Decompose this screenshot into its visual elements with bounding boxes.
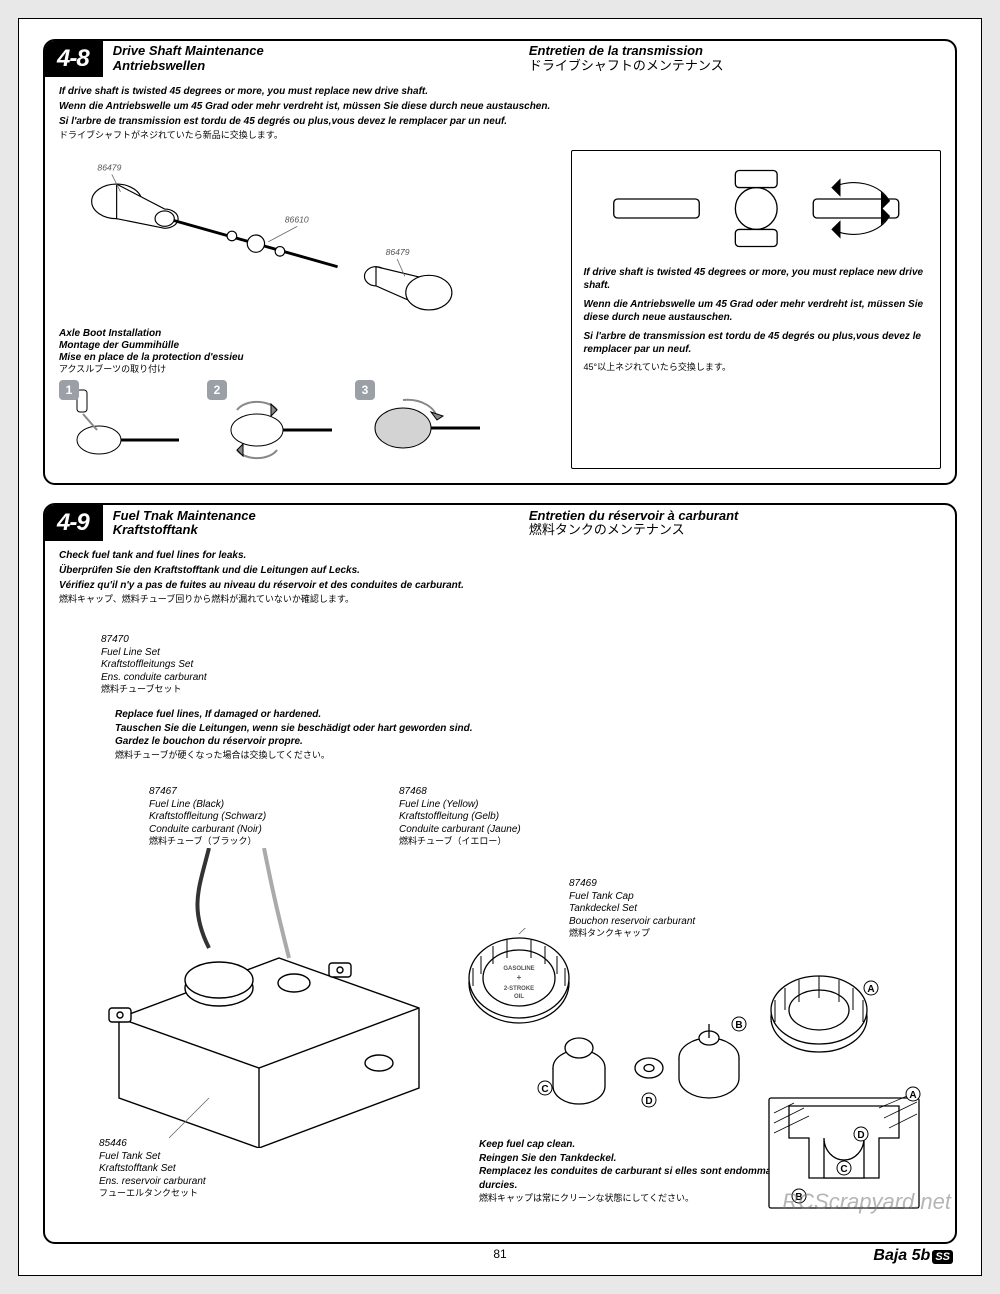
drive-shaft-diagram-area: 86479 86610 86479 Axle Boot Installation… <box>59 150 559 470</box>
universal-joint-svg <box>584 161 928 256</box>
pn-87467: 87467 <box>149 786 266 799</box>
box-fr: Si l'arbre de transmission est tordu de … <box>584 330 928 356</box>
axle-boot-label: Axle Boot Installation Montage der Gummi… <box>59 328 559 375</box>
intro-de: Wenn die Antriebswelle um 45 Grad oder m… <box>59 100 941 113</box>
section-4-8-header: 4-8 Drive Shaft Maintenance Antriebswell… <box>45 41 955 77</box>
jp-85446: フューエルタンクセット <box>99 1188 206 1199</box>
label-87470: 87470 Fuel Line Set Kraftstoffleitungs S… <box>101 634 207 695</box>
de-85446: Kraftstofftank Set <box>99 1163 206 1176</box>
axle-fr: Mise en place de la protection d'essieu <box>59 352 559 364</box>
letter-c: C <box>541 1084 548 1095</box>
intro49-jp: 燃料キャップ、燃料チューブ回りから燃料が漏れていないか確認します。 <box>59 594 941 606</box>
part-86610: 86610 <box>285 214 309 224</box>
en-87468: Fuel Line (Yellow) <box>399 799 521 812</box>
letter-a: A <box>867 984 874 995</box>
en-87469: Fuel Tank Cap <box>569 891 695 904</box>
intro-fr: Si l'arbre de transmission est tordu de … <box>59 115 941 128</box>
box-de: Wenn die Antriebswelle um 45 Grad oder m… <box>584 298 928 324</box>
fr-87470: Ens. conduite carburant <box>101 672 207 685</box>
pn-87470: 87470 <box>101 634 207 647</box>
twist-warning-box: If drive shaft is twisted 45 degrees or … <box>571 150 941 470</box>
title-fr: Entretien de la transmission <box>529 43 703 58</box>
fr-87468: Conduite carburant (Jaune) <box>399 824 521 837</box>
en-85446: Fuel Tank Set <box>99 1151 206 1164</box>
intro49-de: Überprüfen Sie den Kraftstofftank und di… <box>59 564 941 577</box>
cap-exploded-svg: C D B A B C A <box>519 938 939 1218</box>
title-jp: ドライブシャフトのメンテナンス <box>529 58 724 73</box>
step-2-num: 2 <box>207 380 227 400</box>
en-87467: Fuel Line (Black) <box>149 799 266 812</box>
intro49-en: Check fuel tank and fuel lines for leaks… <box>59 549 941 562</box>
fuel-tank-svg <box>79 848 459 1148</box>
intro49-fr: Vérifiez qu'il n'y a pas de fuites au ni… <box>59 579 941 592</box>
boot-install-steps: 1 2 <box>59 380 559 469</box>
de-87470: Kraftstoffleitungs Set <box>101 659 207 672</box>
jp-87470: 燃料チューブセット <box>101 684 207 695</box>
label-87467: 87467 Fuel Line (Black) Kraftstoffleitun… <box>149 786 266 847</box>
step-3: 3 <box>355 380 485 469</box>
logo-text: Baja 5b <box>873 1247 930 1264</box>
jp-87467: 燃料チューブ（ブラック） <box>149 836 266 847</box>
step-number-4-8: 4-8 <box>45 41 103 77</box>
drive-shaft-svg: 86479 86610 86479 <box>59 150 559 320</box>
section-4-8-body: If drive shaft is twisted 45 degrees or … <box>45 77 955 483</box>
intro-jp: ドライブシャフトがネジれていたら新品に交換します。 <box>59 130 941 142</box>
page-number: 81 <box>19 1247 981 1261</box>
step-3-num: 3 <box>355 380 375 400</box>
title-de: Antriebswellen <box>113 58 205 73</box>
title49-jp: 燃料タンクのメンテナンス <box>529 522 685 537</box>
title49-en: Fuel Tnak Maintenance <box>113 508 256 523</box>
part-86479-b: 86479 <box>386 247 410 257</box>
section-4-9-header: 4-9 Fuel Tnak Maintenance Kraftstofftank… <box>45 505 955 541</box>
fr-87467: Conduite carburant (Noir) <box>149 824 266 837</box>
axle-en: Axle Boot Installation <box>59 328 559 340</box>
note-replace-fr: Gardez le bouchon du réservoir propre. <box>115 735 615 749</box>
note-replace-en: Replace fuel lines, If damaged or harden… <box>115 708 615 722</box>
step-1: 1 <box>59 380 189 469</box>
title-en: Drive Shaft Maintenance <box>113 43 264 58</box>
section-4-9: 4-9 Fuel Tnak Maintenance Kraftstofftank… <box>43 503 957 1244</box>
sec-letter-d: D <box>857 1130 864 1141</box>
section-4-9-titles: Fuel Tnak Maintenance Kraftstofftank Ent… <box>103 505 955 541</box>
note-replace-jp: 燃料チューブが硬くなった場合は交換してください。 <box>115 749 615 761</box>
sec-letter-b: B <box>795 1192 802 1203</box>
logo-suffix: SS <box>932 1250 953 1264</box>
title49-fr: Entretien du réservoir à carburant <box>529 508 739 523</box>
sec-letter-c: C <box>840 1164 847 1175</box>
axle-jp: アクスルブーツの取り付け <box>59 364 559 375</box>
note-replace: Replace fuel lines, If damaged or harden… <box>115 708 615 761</box>
product-logo: Baja 5bSS <box>873 1247 953 1265</box>
title49-de: Kraftstofftank <box>113 522 198 537</box>
intro-en: If drive shaft is twisted 45 degrees or … <box>59 85 941 98</box>
sec-letter-a: A <box>909 1090 916 1101</box>
note-replace-de: Tauschen Sie die Leitungen, wenn sie bes… <box>115 722 615 736</box>
letter-b: B <box>735 1020 742 1031</box>
pn-87468: 87468 <box>399 786 521 799</box>
axle-de: Montage der Gummihülle <box>59 340 559 352</box>
fr-87469: Bouchon reservoir carburant <box>569 916 695 929</box>
section-4-9-body: Check fuel tank and fuel lines for leaks… <box>45 541 955 1242</box>
section-4-8-titles: Drive Shaft Maintenance Antriebswellen E… <box>103 41 955 77</box>
label-87469: 87469 Fuel Tank Cap Tankdeckel Set Bouch… <box>569 878 695 939</box>
en-87470: Fuel Line Set <box>101 647 207 660</box>
step-1-num: 1 <box>59 380 79 400</box>
section-4-8: 4-8 Drive Shaft Maintenance Antriebswell… <box>43 39 957 485</box>
step-number-4-9: 4-9 <box>45 505 103 541</box>
box-en: If drive shaft is twisted 45 degrees or … <box>584 266 928 292</box>
label-87468: 87468 Fuel Line (Yellow) Kraftstoffleitu… <box>399 786 521 847</box>
letter-d: D <box>645 1096 652 1107</box>
step-2: 2 <box>207 380 337 469</box>
box-jp: 45°以上ネジれていたら交換します。 <box>584 362 928 374</box>
de-87469: Tankdeckel Set <box>569 903 695 916</box>
manual-page: 4-8 Drive Shaft Maintenance Antriebswell… <box>18 18 982 1276</box>
de-87467: Kraftstoffleitung (Schwarz) <box>149 811 266 824</box>
part-86479-a: 86479 <box>97 162 121 172</box>
pn-87469: 87469 <box>569 878 695 891</box>
de-87468: Kraftstoffleitung (Gelb) <box>399 811 521 824</box>
fr-85446: Ens. reservoir carburant <box>99 1176 206 1189</box>
jp-87468: 燃料チューブ（イエロー） <box>399 836 521 847</box>
